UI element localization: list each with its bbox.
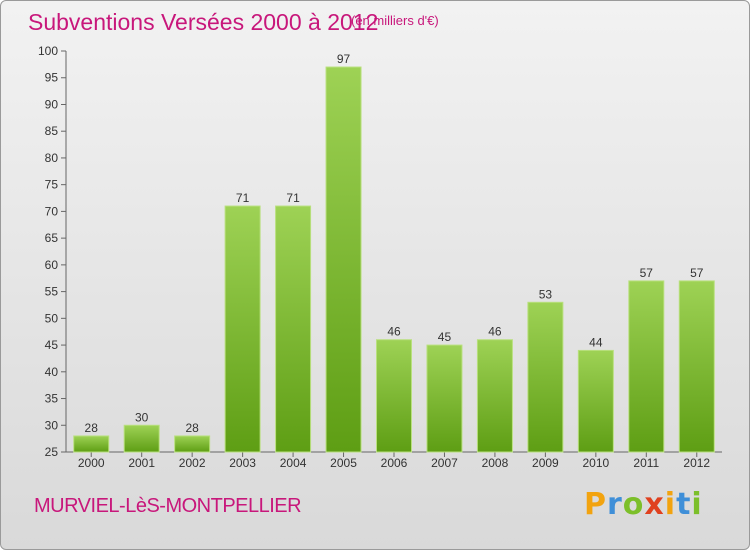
x-tick-label: 2011 xyxy=(633,456,659,470)
bar-value-label: 30 xyxy=(135,410,149,424)
bar-value-label: 57 xyxy=(690,266,704,280)
x-tick-label: 2005 xyxy=(330,456,357,470)
bar-value-label: 28 xyxy=(85,421,99,435)
x-tick-label: 2002 xyxy=(179,456,206,470)
chart-subtitle: (en milliers d'€) xyxy=(351,13,439,28)
bar-value-label: 28 xyxy=(185,421,199,435)
bar xyxy=(527,301,564,453)
bar xyxy=(628,280,665,453)
y-tick-label: 45 xyxy=(45,338,59,352)
bar xyxy=(426,344,463,453)
y-tick-label: 90 xyxy=(45,97,59,111)
brand-letter: i xyxy=(664,487,677,522)
bar xyxy=(174,435,211,453)
x-tick-label: 2010 xyxy=(582,456,609,470)
bar-value-label: 71 xyxy=(236,191,250,205)
bar xyxy=(577,349,614,453)
y-tick-label: 65 xyxy=(45,231,59,245)
bar-value-label: 97 xyxy=(337,52,351,66)
bar xyxy=(123,424,160,453)
bar xyxy=(325,66,362,453)
y-tick-label: 40 xyxy=(45,365,59,379)
x-tick-label: 2001 xyxy=(128,456,155,470)
brand-letter: i xyxy=(691,487,703,522)
brand-letter: r xyxy=(607,487,623,522)
y-tick-label: 55 xyxy=(45,285,59,299)
bar-value-label: 46 xyxy=(387,325,401,339)
y-tick-label: 60 xyxy=(45,258,59,272)
y-tick-label: 85 xyxy=(45,124,59,138)
x-tick-label: 2000 xyxy=(78,456,105,470)
bar-value-label: 44 xyxy=(589,335,603,349)
y-tick-label: 80 xyxy=(45,151,59,165)
brand-letter: t xyxy=(676,487,692,522)
bar xyxy=(224,205,261,453)
bar-value-label: 57 xyxy=(640,266,654,280)
y-tick-label: 95 xyxy=(45,71,59,85)
x-tick-label: 2006 xyxy=(381,456,408,470)
bar-value-label: 46 xyxy=(488,325,502,339)
commune-name: MURVIEL-LèS-MONTPELLIER xyxy=(34,495,302,517)
x-tick-label: 2004 xyxy=(280,456,307,470)
bar xyxy=(376,339,412,453)
x-tick-label: 2007 xyxy=(431,456,458,470)
bar xyxy=(275,205,312,453)
bar xyxy=(476,339,513,453)
brand-logo: Proxiti xyxy=(584,487,703,522)
bar-value-label: 53 xyxy=(539,287,553,301)
y-tick-label: 75 xyxy=(45,178,59,192)
y-tick-label: 35 xyxy=(45,392,59,406)
x-tick-label: 2008 xyxy=(482,456,509,470)
x-tick-label: 2009 xyxy=(532,456,559,470)
brand-letter: o xyxy=(622,487,645,522)
y-tick-label: 30 xyxy=(45,418,59,432)
y-tick-label: 100 xyxy=(38,44,58,58)
y-tick-label: 50 xyxy=(45,311,59,325)
bar xyxy=(73,435,110,453)
chart-title: Subventions Versées 2000 à 2012 xyxy=(28,9,379,35)
brand-letter: x xyxy=(644,487,665,522)
y-tick-label: 70 xyxy=(45,204,59,218)
bar-value-label: 71 xyxy=(286,191,300,205)
y-tick-label: 25 xyxy=(45,445,59,459)
bar-value-label: 45 xyxy=(438,330,452,344)
brand-letter: P xyxy=(584,487,607,522)
x-tick-label: 2012 xyxy=(683,456,710,470)
x-tick-label: 2003 xyxy=(229,456,256,470)
bar xyxy=(678,280,715,453)
